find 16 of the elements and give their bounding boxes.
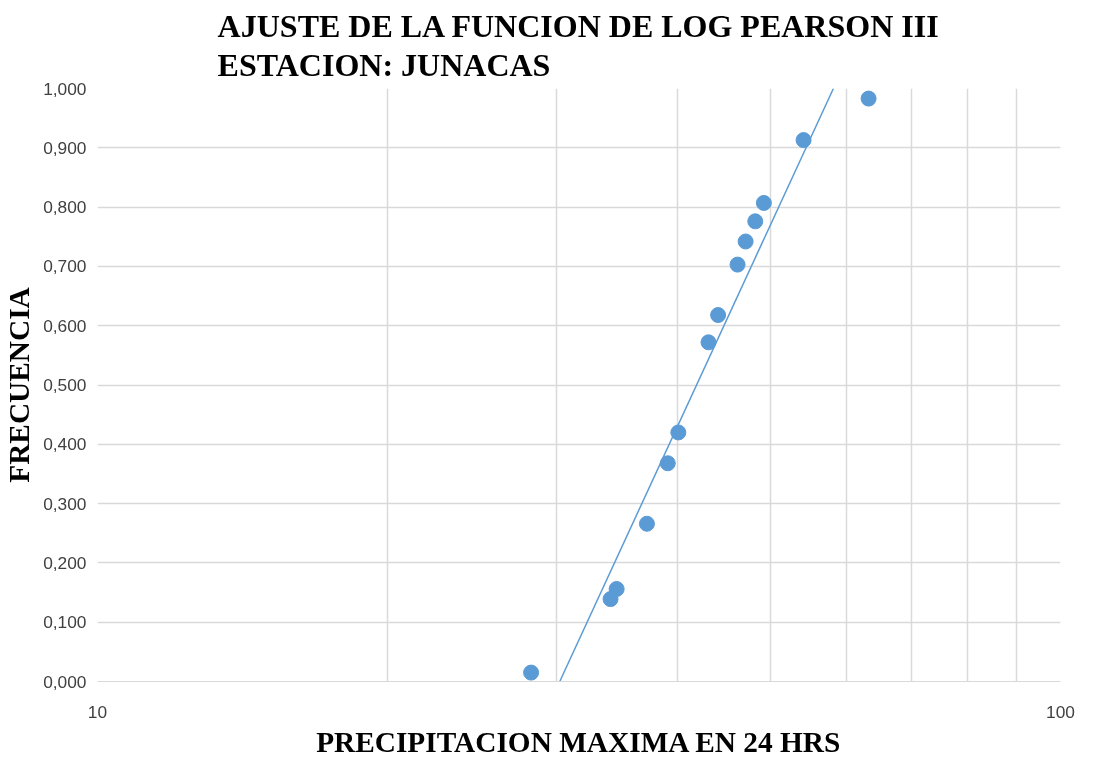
y-tick-label: 0,000 (43, 671, 87, 692)
y-tick-label: 0,600 (43, 315, 87, 336)
x-axis-title: PRECIPITACION MAXIMA EN 24 HRS (316, 725, 841, 758)
y-tick-label: 0,100 (43, 612, 87, 633)
y-tick-label: 0,500 (43, 375, 87, 395)
y-tick-label: 0,300 (43, 493, 87, 514)
x-tick-label: 10 (87, 701, 108, 722)
y-tick-label: 0,400 (43, 434, 87, 455)
y-tick-label: 0,200 (43, 552, 87, 573)
chart-title: AJUSTE DE LA FUNCION DE LOG PEARSON III ESTACION: JUNACAS (217, 7, 939, 84)
y-tick-label: 0,700 (43, 256, 87, 277)
x-tick-label: 100 (1046, 701, 1075, 722)
y-tick-label: 0,900 (43, 137, 87, 158)
y-tick-label: 0,800 (43, 197, 87, 218)
y-axis-title: FRECUENCIA (3, 287, 36, 483)
y-tick-label: 1,000 (43, 78, 87, 99)
